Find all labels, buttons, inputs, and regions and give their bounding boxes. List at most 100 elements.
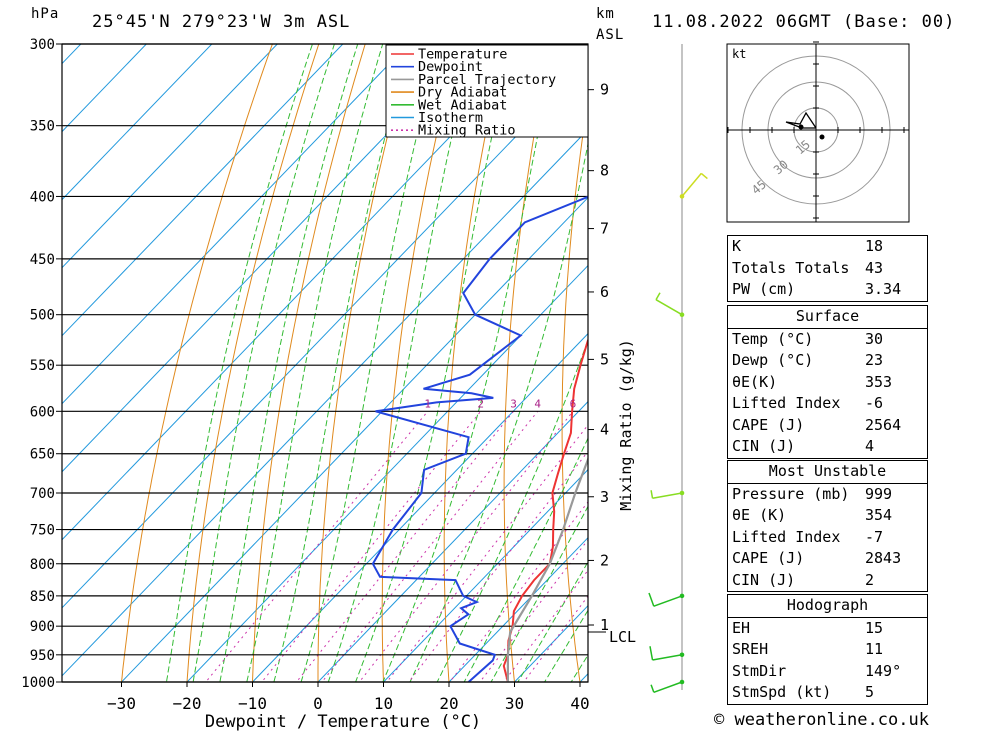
mixing-ratio-label-3: 3 [510,397,517,410]
wet-adiabat-line [246,44,384,682]
lcl-label: LCL [609,628,636,646]
indices-table-top: K 18 Totals Totals 43 PW (cm) 3.34 [727,235,928,302]
mu-thetae: θE (K) 354 [732,506,893,524]
series-temperature [502,338,588,682]
isotherm-line [62,44,279,269]
height-unit-km: km [596,6,615,22]
barb-dot [679,652,685,658]
pressure-label-900: 900 [30,619,55,635]
mixing-ratio-label-2: 2 [477,397,484,410]
pressure-label-550: 550 [30,358,55,374]
pressure-label-400: 400 [30,189,55,205]
wind-barb-700 [650,490,685,499]
pressure-label-350: 350 [30,119,55,135]
legend-label-6: Mixing Ratio [418,123,516,139]
barb-flag [649,646,654,661]
profile-lines [371,195,588,682]
isotherm-line [62,44,344,337]
mu-cape: CAPE (J) 2843 [732,549,902,567]
storm-motion-marker [819,134,825,140]
height-label-2: 2 [600,551,609,569]
pressure-label-750: 750 [30,523,55,539]
barb-dot [679,679,685,685]
legend-label-0: Temperature [418,47,507,63]
isotherm-line [62,44,82,65]
height-label-1: 1 [600,616,609,634]
hodo-sreh: SREH 11 [732,640,884,658]
surface-cin: CIN (J) 4 [732,437,875,455]
barb-shaft [652,654,683,661]
wind-barb-400 [679,172,708,199]
temp-label: 30 [505,694,524,713]
barb-flag [650,684,655,693]
pressure-label-300: 300 [30,37,55,53]
mixing-ratio-label-1: 1 [424,397,431,410]
barb-shaft [653,595,683,607]
isotherm-line [382,468,588,682]
hodograph-trace [785,111,817,129]
pressure-label-600: 600 [30,404,55,420]
pressure-label-800: 800 [30,557,55,573]
dry-adiabat-line [120,44,273,682]
height-label-4: 4 [600,421,609,439]
temp-label: 10 [374,694,393,713]
index-row-pw: PW (cm) 3.34 [732,280,902,298]
pressure-label-950: 950 [30,648,55,664]
barb-flag [648,592,655,607]
legend-label-5: Isotherm [418,110,483,126]
mixing-ratio-line [295,410,514,682]
datetime-title: 11.08.2022 06GMT (Base: 00) [652,12,956,32]
wet-adiabat-line [192,44,335,682]
temp-label: −30 [107,694,136,713]
hodo-stmspd: StmSpd (kt) 5 [732,683,875,701]
wet-adiabat-line [436,338,588,682]
height-tick-labels: 9 8 7 6 5 4 3 2 1 [588,81,609,634]
dry-adiabat-line [969,7,1000,708]
legend-label-3: Dry Adiabat [418,85,507,101]
plot-frame [61,43,589,683]
height-label-8: 8 [600,162,609,180]
mixing-ratio-line [408,450,588,682]
temperature-tick-labels: −30 −20 −10 0 10 20 30 40 [107,682,590,713]
dry-adiabat-line [381,44,459,682]
wind-barbs [648,44,708,694]
dry-adiabat-line [251,44,366,682]
index-row-totals: Totals Totals 43 [732,258,884,277]
barb-dot [679,312,685,317]
series-dewpoint [371,195,588,682]
surface-cape: CAPE (J) 2564 [732,415,902,434]
legend-label-2: Parcel Trajectory [418,72,556,88]
mixing-ratio-label-4: 4 [534,397,541,410]
height-label-5: 5 [600,350,609,368]
temp-label: −20 [173,694,202,713]
mixing-ratio-line [321,410,539,682]
isotherm-line [62,44,148,133]
barb-dot [679,490,685,496]
pressure-label-1000: 1000 [21,675,55,691]
dry-adiabat-line [561,97,588,682]
surface-table: Surface Temp (°C) 30 Dewp (°C) 23 θE(K) 353… [727,305,928,459]
wet-adiabat-line [382,44,557,682]
index-row-k: K 18 [732,237,884,255]
isotherm-line [62,44,410,405]
hodograph-point [798,124,804,130]
barb-shaft [653,681,683,694]
barb-dot [679,194,685,199]
isobar-lines [56,43,588,683]
mu-lifted-index: Lifted Index -7 [732,527,884,546]
legend-label-1: Dewpoint [418,59,483,75]
credit-link[interactable]: © weatheronline.co.uk [714,710,929,730]
dry-adiabat-line [923,7,1000,708]
dry-adiabat-line [673,7,717,708]
pressure-label-500: 500 [30,308,55,324]
wet-adiabat-line [273,44,411,682]
wind-barb-850 [648,592,685,607]
mixing-ratio-labels: 1 2 3 4 6 [424,397,576,410]
pressure-tick-labels: 300 350 400 450 500 550 600 650 700 750 800 850 900 9… [21,37,55,691]
pressure-label-650: 650 [30,447,55,463]
isotherm-line [186,264,588,682]
pressure-label-700: 700 [30,486,55,502]
location-title: 25°45'N 279°23'W 3m ASL [92,12,351,32]
